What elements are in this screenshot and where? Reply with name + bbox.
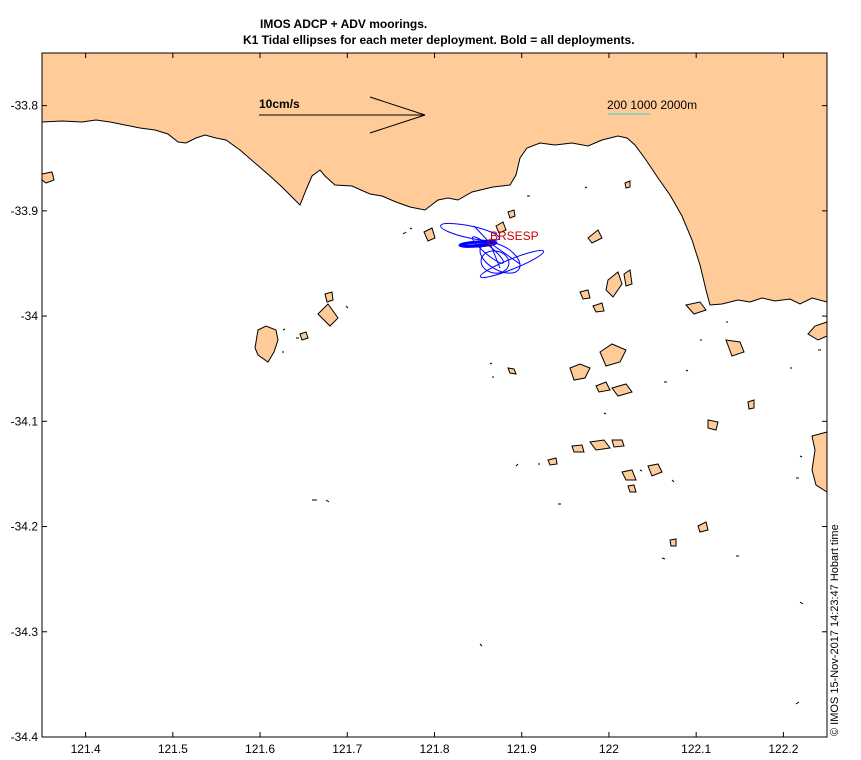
island [747, 399, 755, 410]
y-tick-label: -34 [21, 309, 39, 323]
x-tick-label: 122 [599, 742, 619, 756]
tidal-vector [489, 242, 501, 269]
velocity-scale: 10cm/s [259, 96, 426, 134]
island [507, 209, 516, 219]
x-tick-label: 121.5 [158, 742, 188, 756]
island [605, 271, 623, 298]
island [627, 484, 637, 493]
island [623, 269, 633, 287]
tidal-vector [489, 242, 521, 265]
y-tick-label: -33.9 [11, 204, 39, 218]
island [621, 469, 637, 481]
tidal-ellipse-bold [458, 240, 498, 248]
x-tick-label: 122.2 [768, 742, 798, 756]
y-tick-label: -34.1 [11, 414, 39, 428]
x-axis: 121.4 121.5 121.6 121.7 121.8 121.9 122 122.1 12… [71, 53, 799, 756]
island [647, 463, 663, 477]
tidal-vector [473, 225, 491, 244]
depth-legend-label: 200 1000 2000m [607, 98, 697, 112]
tidal-ellipse [440, 222, 500, 242]
island [611, 439, 625, 448]
land-layer [41, 52, 828, 547]
island [599, 343, 627, 367]
velocity-scale-label: 10cm/s [259, 97, 300, 111]
island [254, 325, 279, 363]
island [587, 229, 603, 244]
island [589, 439, 611, 451]
island [685, 301, 707, 315]
island [624, 180, 631, 189]
tidal-ellipses [440, 222, 545, 279]
island [547, 457, 558, 466]
x-tick-label: 122.1 [681, 742, 711, 756]
x-tick-label: 121.9 [507, 742, 537, 756]
island [669, 538, 677, 547]
island [697, 521, 709, 533]
island [571, 444, 585, 453]
y-tick-label: -34.2 [11, 520, 39, 534]
reef-specks [282, 186, 821, 705]
island [707, 419, 719, 431]
x-tick-label: 121.6 [245, 742, 275, 756]
y-tick-label: -34.3 [11, 625, 39, 639]
island [725, 339, 745, 357]
island [324, 291, 334, 303]
island [495, 221, 507, 234]
x-tick-label: 121.8 [419, 742, 449, 756]
title-line-1: IMOS ADCP + ADV moorings. [260, 17, 427, 31]
tidal-ellipse [471, 236, 505, 264]
x-tick-label: 121.4 [71, 742, 101, 756]
timestamp-stamp: © IMOS 15-Nov-2017 14:23:47 Hobart time [829, 524, 841, 736]
depth-legend: 200 1000 2000m [607, 98, 697, 115]
island [423, 227, 436, 242]
y-tick-label: -33.8 [11, 99, 39, 113]
y-tick-label: -34.4 [11, 730, 39, 744]
y-axis: -33.8 -33.9 -34 -34.1 -34.2 -34.3 -34.4 [11, 99, 827, 744]
tidal-vector [461, 242, 491, 247]
tidal-ellipse [479, 249, 545, 279]
island [579, 289, 591, 300]
tidal-ellipse [480, 250, 510, 274]
island [611, 383, 633, 397]
island [592, 302, 605, 313]
island [317, 303, 339, 327]
island [595, 381, 611, 393]
island [299, 331, 309, 341]
title-line-2: K1 Tidal ellipses for each meter deploym… [243, 33, 635, 47]
mainland [41, 52, 828, 306]
island [569, 363, 591, 381]
island [507, 367, 517, 375]
station-marker: BRSESP [487, 229, 539, 246]
x-tick-label: 121.7 [332, 742, 362, 756]
station-label: BRSESP [490, 229, 539, 243]
